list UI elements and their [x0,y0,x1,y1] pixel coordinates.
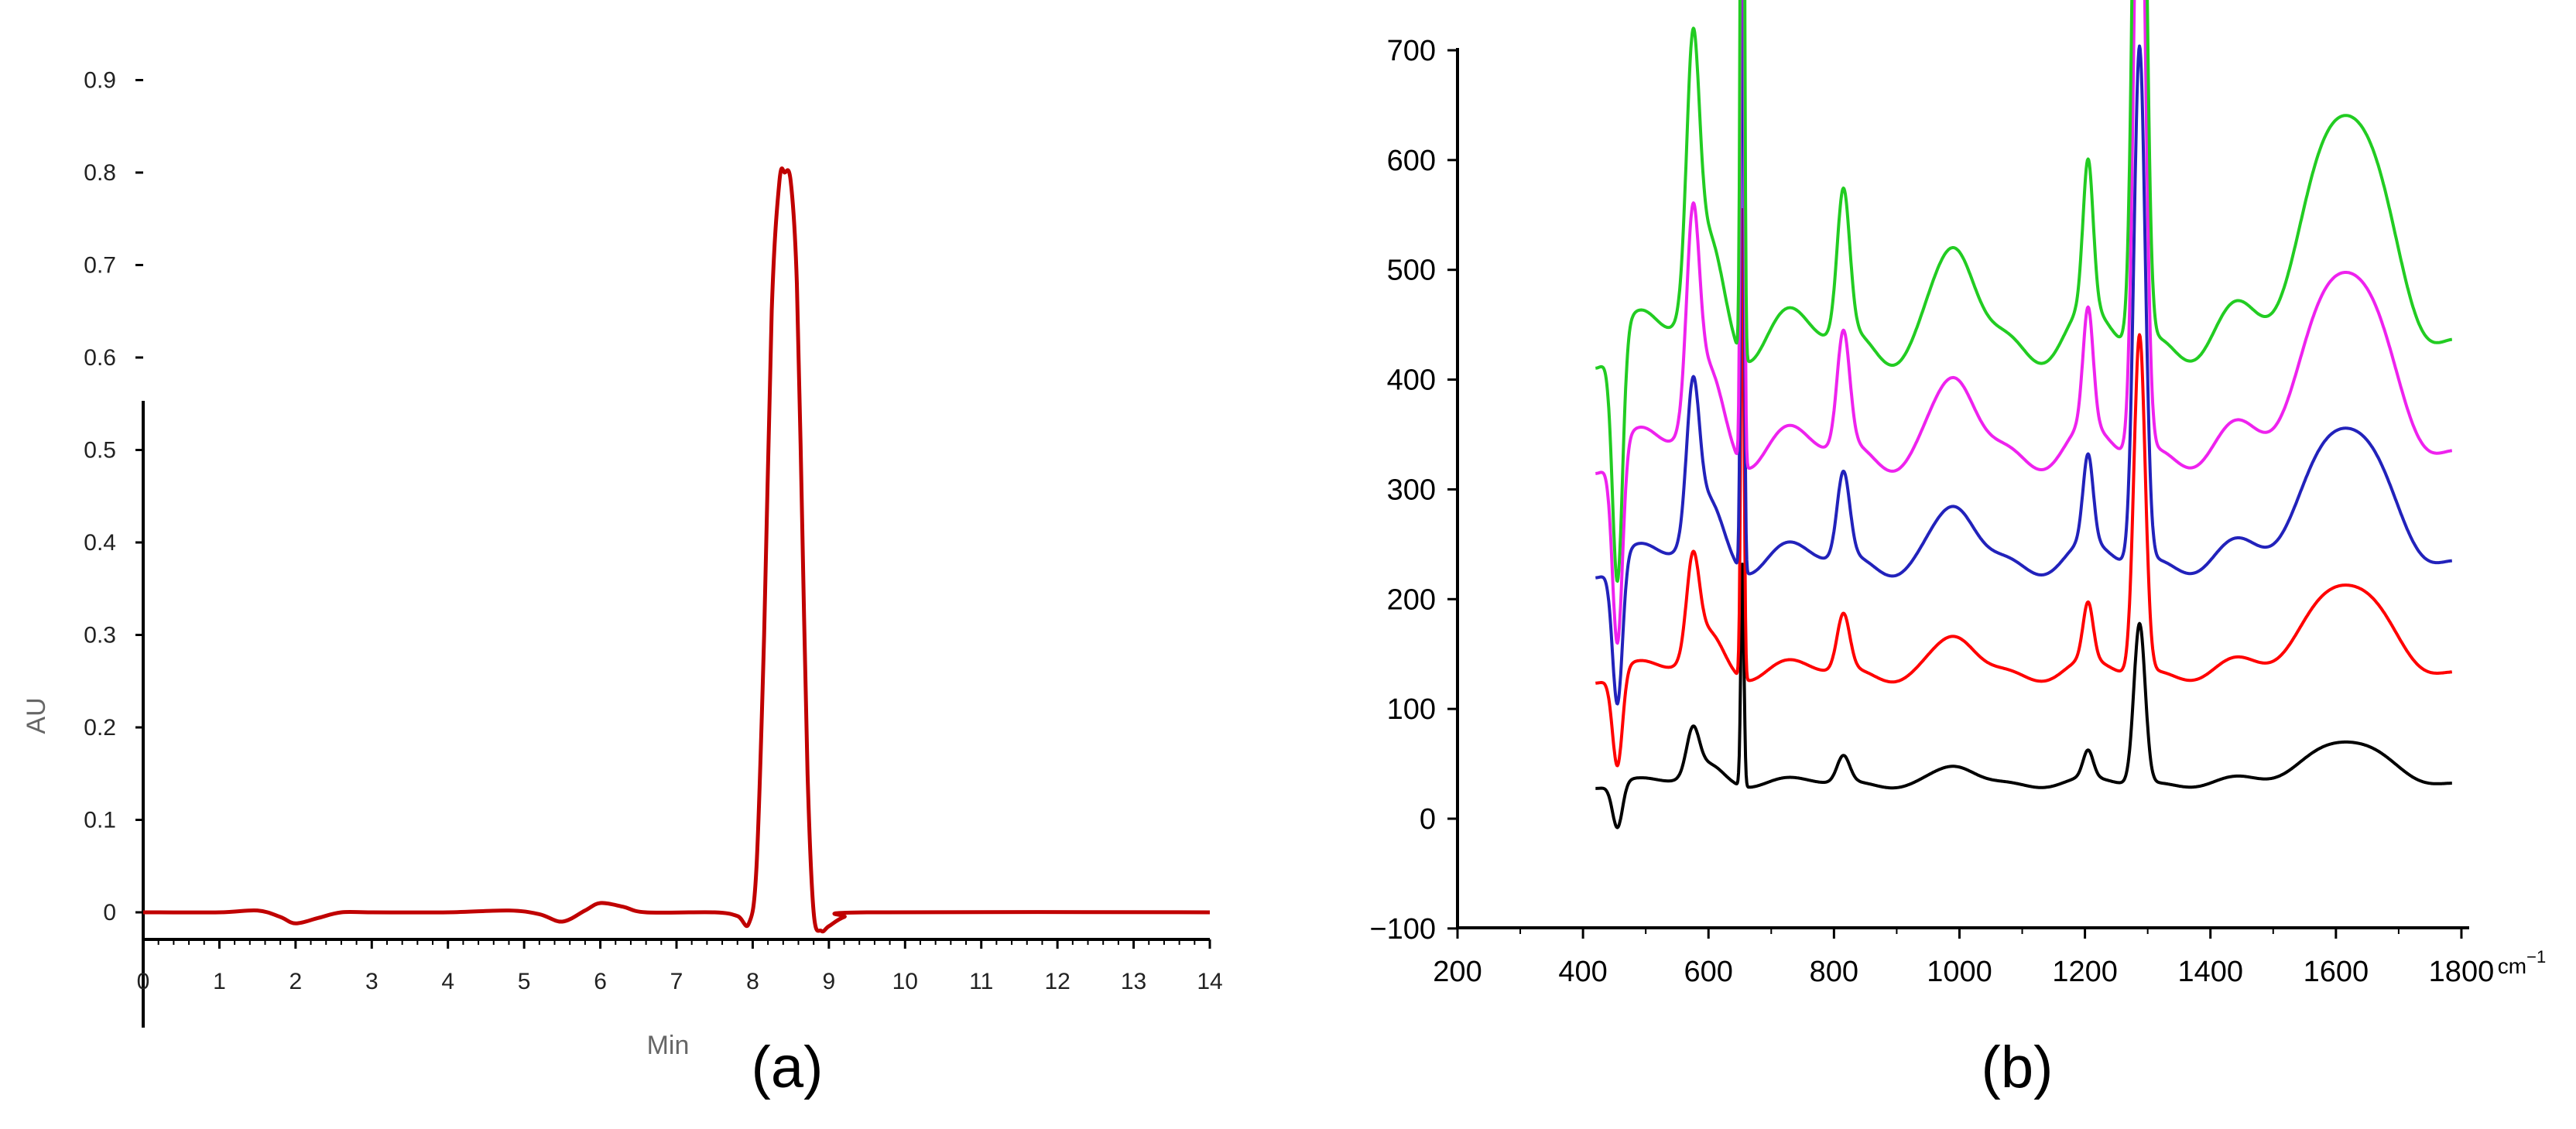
a-y-axis-label: AU [22,697,51,734]
a-y-tick-label: 0.2 [84,715,116,741]
b-y-tick-label: 200 [1387,583,1436,616]
a-x-tick-label: 5 [518,969,531,994]
a-x-tick-label: 9 [823,969,836,994]
b-x-axis-unit: cm−1 [2498,947,2546,978]
a-x-tick-label: 8 [746,969,759,994]
a-y-tick-label: 0.5 [84,438,116,464]
a-y-tick-label: 0 [103,900,116,925]
b-x-tick-label: 1800 [2429,956,2495,988]
a-x-tick-label: 0 [137,969,150,994]
a-x-tick-label: 10 [892,969,918,994]
a-x-tick-label: 6 [594,969,607,994]
a-y-tick-label: 0.1 [84,808,116,833]
b-y-tick-label: 600 [1387,145,1436,177]
a-y-tick-label: 0.9 [84,68,116,94]
a-series-line [142,166,1211,934]
a-y-tick-label: 0.3 [84,623,116,648]
panel-b-label: (b) [1982,1035,2054,1100]
a-x-tick-label: 3 [365,969,379,994]
b-series-line-1 [1595,563,2453,830]
b-x-tick-label: 1000 [1927,956,1992,988]
b-series-line-4 [1595,0,2453,645]
b-x-tick-label: 200 [1433,956,1482,988]
b-x-tick-label: 600 [1684,956,1733,988]
a-x-tick-label: 12 [1044,969,1070,994]
b-y-tick-label: 400 [1387,364,1436,397]
panel-a-label: (a) [752,1035,824,1100]
b-y-tick-label: 300 [1387,474,1436,506]
a-y-tick-label: 0.8 [84,160,116,186]
a-x-tick-label: 11 [969,969,993,994]
b-y-tick-label: 500 [1387,255,1436,287]
b-series-line-5 [1595,0,2453,583]
a-y-tick-label: 0.4 [84,530,116,556]
a-x-tick-label: 7 [670,969,683,994]
b-x-tick-label: 1400 [2177,956,2243,988]
a-y-tick-label: 0.7 [84,253,116,279]
b-y-tick-label: −100 [1369,913,1436,946]
b-series-line-3 [1595,0,2453,706]
a-x-tick-label: 1 [213,969,226,994]
b-x-tick-label: 1200 [2052,956,2118,988]
b-y-tick-label: 700 [1387,35,1436,67]
a-x-tick-label: 13 [1121,969,1146,994]
a-x-tick-label: 2 [289,969,303,994]
a-y-tick-label: 0.6 [84,345,116,371]
b-y-tick-label: 0 [1420,803,1436,836]
b-x-tick-label: 800 [1810,956,1858,988]
b-series-line-2 [1595,208,2453,768]
a-x-tick-label: 4 [441,969,454,994]
b-x-tick-label: 400 [1558,956,1607,988]
a-x-tick-label: 14 [1197,969,1222,994]
a-x-axis-label: Min [647,1031,690,1060]
spectra-panel: −100 0 100 200 300 400 500 600 700 200 400 600 800 1… [1369,0,2546,1100]
b-x-tick-label: 1600 [2304,956,2369,988]
b-y-tick-label: 100 [1387,693,1436,726]
